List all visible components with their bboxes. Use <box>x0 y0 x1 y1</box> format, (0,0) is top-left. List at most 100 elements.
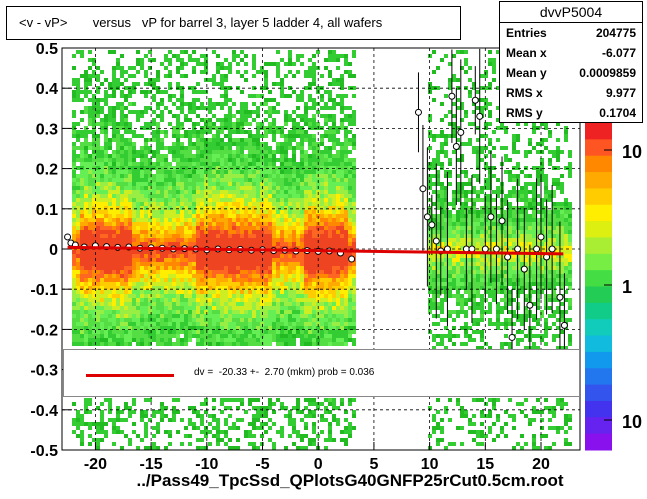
heat-cell <box>304 238 308 242</box>
heat-cell <box>180 326 184 330</box>
heat-cell <box>308 246 312 250</box>
heat-cell <box>300 298 304 302</box>
heat-cell <box>76 138 80 142</box>
heat-cell <box>292 254 296 258</box>
heat-cell <box>116 290 120 294</box>
heat-cell <box>144 162 148 166</box>
heat-cell <box>176 398 180 402</box>
heat-cell <box>332 270 336 274</box>
heat-cell <box>164 262 168 266</box>
heat-cell <box>440 306 444 310</box>
heat-cell <box>92 234 96 238</box>
heat-cell <box>172 158 176 162</box>
heat-cell <box>84 130 88 134</box>
heat-cell <box>88 342 92 346</box>
heat-cell <box>300 294 304 298</box>
heat-cell <box>432 286 436 290</box>
heat-cell <box>236 214 240 218</box>
heat-cell <box>260 310 264 314</box>
heat-cell <box>148 178 152 182</box>
heat-cell <box>148 282 152 286</box>
heat-cell <box>116 306 120 310</box>
heat-cell <box>132 110 136 114</box>
heat-cell <box>84 318 88 322</box>
heat-cell <box>268 398 272 402</box>
heat-cell <box>104 78 108 82</box>
heat-cell <box>444 210 448 214</box>
heat-cell <box>336 154 340 158</box>
heat-cell <box>244 254 248 258</box>
heat-cell <box>304 334 308 338</box>
heat-cell <box>140 66 144 70</box>
heat-cell <box>440 262 444 266</box>
heat-cell <box>176 334 180 338</box>
heat-cell <box>276 326 280 330</box>
heat-cell <box>156 130 160 134</box>
heat-cell <box>192 98 196 102</box>
heat-cell <box>336 422 340 426</box>
heat-cell <box>340 342 344 346</box>
heat-cell <box>132 146 136 150</box>
heat-cell <box>100 314 104 318</box>
heat-cell <box>192 422 196 426</box>
heat-cell <box>140 282 144 286</box>
heat-cell <box>80 242 84 246</box>
heat-cell <box>208 254 212 258</box>
heat-cell <box>180 258 184 262</box>
heat-cell <box>104 342 108 346</box>
heat-cell <box>292 226 296 230</box>
heat-cell <box>152 226 156 230</box>
heat-cell <box>184 182 188 186</box>
heat-cell <box>300 94 304 98</box>
heat-cell <box>204 142 208 146</box>
heat-cell <box>80 294 84 298</box>
heat-cell <box>96 254 100 258</box>
heat-cell <box>264 214 268 218</box>
heat-cell <box>320 226 324 230</box>
heat-cell <box>444 230 448 234</box>
heat-cell <box>256 330 260 334</box>
heat-cell <box>176 310 180 314</box>
heat-cell <box>92 194 96 198</box>
heat-cell <box>116 262 120 266</box>
heat-cell <box>216 158 220 162</box>
heat-cell <box>168 178 172 182</box>
heat-cell <box>192 318 196 322</box>
heat-cell <box>236 326 240 330</box>
heat-cell <box>232 242 236 246</box>
heat-cell <box>192 322 196 326</box>
heat-cell <box>300 306 304 310</box>
heat-cell <box>280 158 284 162</box>
heat-cell <box>116 158 120 162</box>
heat-cell <box>332 142 336 146</box>
heat-cell <box>280 214 284 218</box>
heat-cell <box>308 322 312 326</box>
heat-cell <box>96 66 100 70</box>
heat-cell <box>228 222 232 226</box>
heat-cell <box>144 282 148 286</box>
heat-cell <box>116 174 120 178</box>
heat-cell <box>116 334 120 338</box>
heat-cell <box>88 238 92 242</box>
heat-cell <box>112 126 116 130</box>
heat-cell <box>200 214 204 218</box>
heat-cell <box>312 414 316 418</box>
heat-cell <box>164 74 168 78</box>
heat-cell <box>312 338 316 342</box>
heat-cell <box>72 186 76 190</box>
heat-cell <box>272 110 276 114</box>
heat-cell <box>232 270 236 274</box>
heat-cell <box>432 338 436 342</box>
heat-cell <box>72 134 76 138</box>
heat-cell <box>280 130 284 134</box>
heat-cell <box>308 398 312 402</box>
heat-cell <box>212 342 216 346</box>
heat-cell <box>328 222 332 226</box>
heat-cell <box>288 238 292 242</box>
heat-cell <box>220 198 224 202</box>
heat-cell <box>252 298 256 302</box>
heat-cell <box>100 326 104 330</box>
heat-cell <box>84 138 88 142</box>
heat-cell <box>184 274 188 278</box>
heat-cell <box>116 182 120 186</box>
